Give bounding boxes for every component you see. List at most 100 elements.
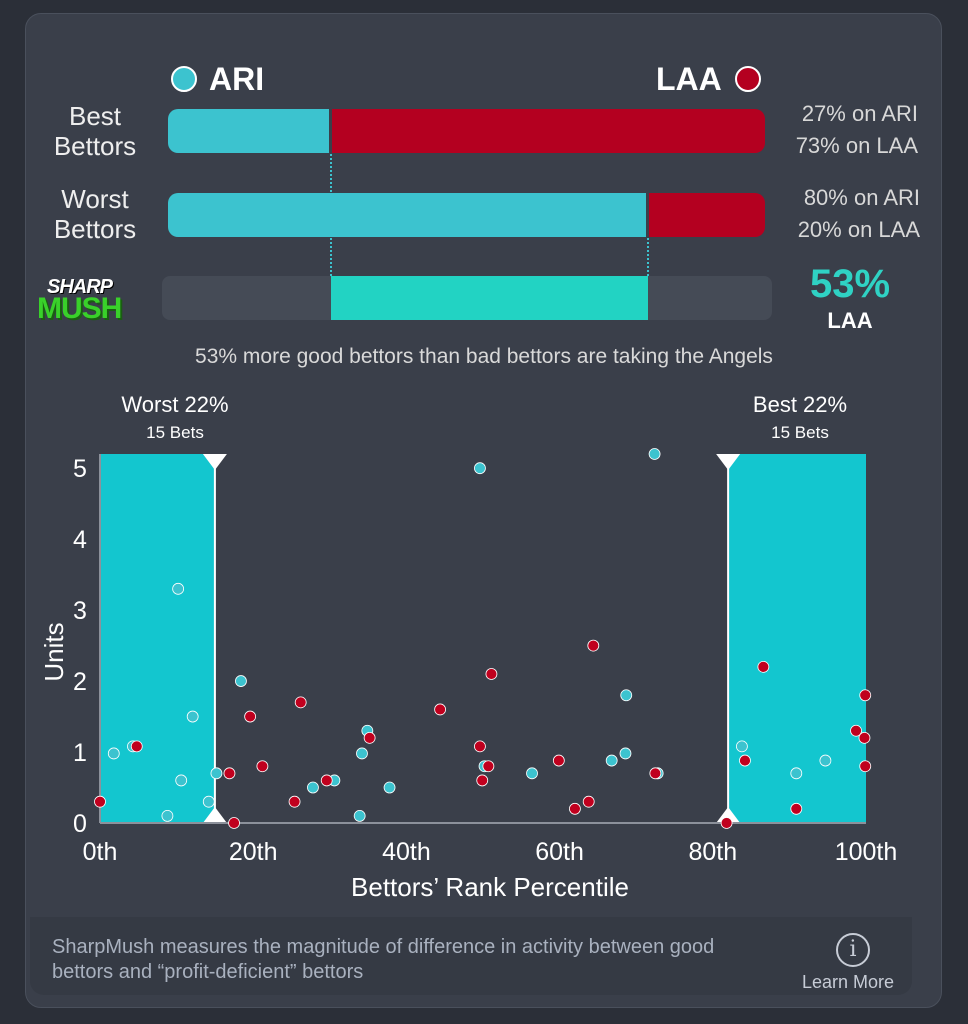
laa-bet-point [228, 817, 240, 829]
worst-ari-pct: 80% on ARI [803, 185, 920, 210]
worst-bottom-marker [202, 807, 227, 823]
worst-top-marker [202, 454, 227, 470]
laa-bet-point [587, 639, 600, 652]
worst-label-line1: Worst [61, 184, 129, 214]
x-tick-label: 60th [535, 838, 584, 866]
sharpmush-bar [331, 276, 648, 320]
x-tick-label: 100th [835, 838, 898, 866]
laa-bet-point [552, 754, 565, 767]
worst-label-line2: Bettors [53, 214, 137, 244]
ari-team-name: ARI [209, 61, 265, 97]
laa-bet-point [476, 774, 489, 787]
ari-bet-point [648, 448, 661, 460]
laa-dot [735, 66, 761, 92]
laa-bet-point [569, 802, 581, 815]
ari-bet-point [526, 767, 538, 780]
info-icon[interactable]: i [836, 933, 870, 967]
sharpmush-caption: 53% more good bettors than bad bettors a… [195, 345, 773, 368]
sharpmush-team: LAA [827, 308, 873, 333]
best-region [728, 454, 866, 823]
ari-bet-point [790, 767, 803, 780]
best-region-subtitle: 15 Bets [771, 423, 829, 442]
x-tick-label: 20th [229, 838, 278, 866]
sharpmush-value: 53% [809, 262, 891, 306]
laa-bet-point [434, 703, 447, 716]
ari-bet-point [620, 689, 633, 702]
laa-bet-point [320, 774, 333, 787]
ari-bet-point [172, 582, 185, 595]
best-label-line1: Best [68, 101, 122, 131]
laa-bet-point [485, 668, 498, 680]
ari-bet-point [186, 710, 199, 723]
laa-bet-point [363, 731, 376, 744]
laa-bet-point [223, 767, 236, 780]
best-ari-bar [168, 109, 330, 153]
laa-bet-point [790, 802, 803, 815]
laa-bet-point [94, 795, 106, 808]
laa-bet-point [720, 817, 733, 829]
laa-bet-point [294, 696, 307, 709]
logo-line1: SHARP [47, 276, 113, 298]
worst-bettors-label: Worst Bettors [30, 184, 160, 244]
ari-bet-point [605, 754, 618, 767]
range-start-connector [330, 154, 333, 304]
best-ari-pct: 27% on ARI [801, 101, 918, 126]
ari-bet-point [619, 747, 632, 760]
worst-region-subtitle: 15 Bets [146, 423, 204, 442]
range-end-connector [646, 238, 649, 304]
y-tick-label: 1 [73, 739, 87, 767]
ari-bet-point [383, 781, 396, 794]
laa-bet-point [474, 740, 486, 753]
scatter-chart: Worst 22% 15 Bets Best 22% 15 Bets 0 1 2 3 4 5 0th… [39, 392, 898, 902]
x-axis-title: Bettors’ Rank Percentile [351, 872, 629, 902]
y-tick-label: 0 [73, 810, 87, 838]
worst-pct-text: 80% on ARI 20% on LAA [770, 182, 920, 246]
laa-bet-point [482, 760, 495, 773]
footer-description: SharpMush measures the magnitude of diff… [52, 936, 715, 983]
x-tick-label: 80th [688, 838, 737, 866]
y-tick-label: 3 [73, 597, 87, 625]
best-bottom-marker [716, 807, 741, 823]
ari-bet-point [107, 747, 120, 760]
y-tick-label: 2 [73, 668, 87, 696]
ari-bet-point [161, 810, 174, 822]
best-label-line2: Bettors [53, 131, 137, 161]
laa-bet-point [859, 689, 872, 702]
ari-bet-point [353, 810, 366, 822]
ari-bet-point [210, 767, 223, 780]
best-pct-text: 27% on ARI 73% on LAA [770, 98, 918, 162]
best-top-marker [716, 454, 741, 470]
laa-bet-point [130, 740, 143, 753]
laa-bet-point [582, 795, 595, 808]
ari-bet-point [235, 675, 247, 687]
ari-bet-point [736, 740, 748, 753]
laa-bet-point [859, 760, 872, 773]
ari-dot [171, 66, 197, 92]
best-laa-pct: 73% on LAA [795, 133, 918, 158]
worst-region [100, 454, 215, 823]
laa-bet-point [850, 724, 862, 737]
ari-bet-point [202, 795, 215, 808]
x-tick-label: 40th [382, 838, 431, 866]
laa-bet-point [858, 731, 871, 744]
laa-bet-point [757, 660, 770, 673]
laa-bet-point [739, 754, 751, 767]
laa-team-name: LAA [656, 61, 722, 97]
worst-laa-pct: 20% on LAA [797, 217, 920, 242]
laa-bet-point [256, 760, 269, 773]
x-tick-label: 0th [83, 838, 118, 866]
y-axis-title: Units [39, 622, 69, 681]
best-region-title: Best 22% [753, 392, 847, 417]
logo-line2: MUSH [37, 292, 122, 325]
ari-bet-point [356, 747, 368, 760]
ari-bet-point [474, 462, 486, 475]
ari-bet-point [307, 781, 319, 794]
sharpmush-logo: SHARP MUSH [33, 276, 151, 332]
best-bettors-label: Best Bettors [30, 101, 160, 161]
ari-bet-point [175, 774, 188, 787]
laa-bet-point [244, 710, 257, 723]
worst-laa-bar [648, 193, 765, 237]
learn-more-link[interactable]: Learn More [802, 972, 895, 992]
ari-bet-point [819, 754, 832, 767]
footer: SharpMush measures the magnitude of diff… [30, 917, 912, 995]
